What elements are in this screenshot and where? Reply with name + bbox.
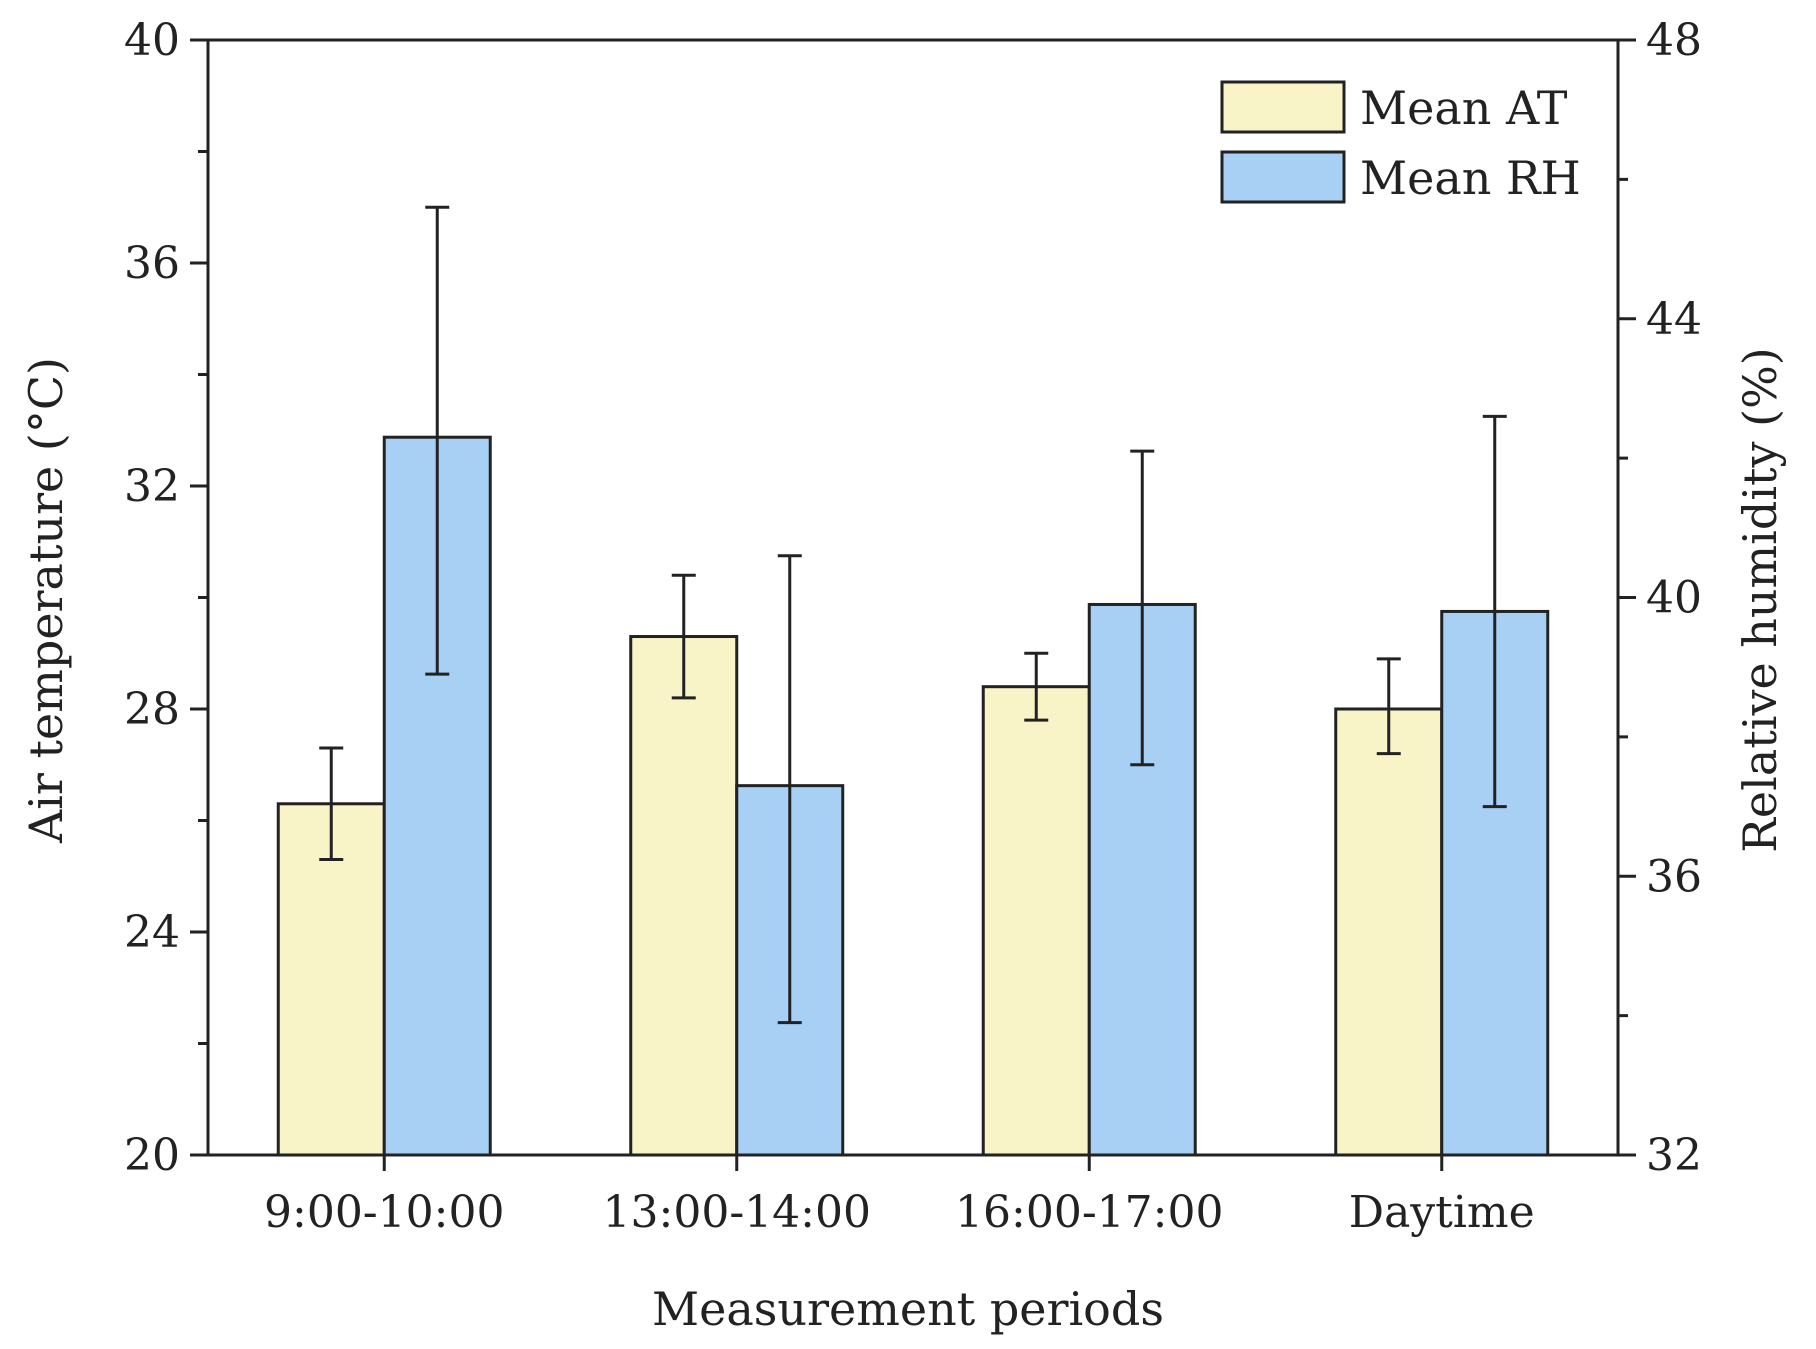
y-tick-label: 28 [124,684,180,735]
bar-mean-at-3 [1334,707,1444,1157]
y2-tick-label: 40 [1646,573,1702,624]
x-tick-label: 9:00-10:00 [264,1187,504,1238]
legend-swatch-1 [1220,150,1346,204]
y2-tick-label: 32 [1646,1130,1702,1181]
x-tick-label: Daytime [1349,1187,1535,1238]
x-tick-label: 13:00-14:00 [603,1187,871,1238]
legend-swatch-0 [1220,80,1346,134]
legend-label-0: Mean AT [1360,81,1568,135]
bar-mean-at-1 [629,635,739,1157]
y2-axis-title: Relative humidity (%) [1733,347,1787,852]
y-tick-label: 40 [124,15,180,66]
x-axis-title: Measurement periods [652,1282,1164,1336]
y-axis-title: Air temperature (°C) [19,357,73,844]
error-bars [319,205,1507,1025]
x-tick-label: 16:00-17:00 [955,1187,1223,1238]
legend: Mean AT Mean RH [1220,80,1581,205]
legend-label-1: Mean RH [1360,151,1581,205]
bar-mean-at-2 [981,685,1091,1157]
y-tick-label: 24 [124,907,180,958]
y-tick-label: 32 [124,461,180,512]
y-tick-label: 20 [124,1130,180,1181]
axis-ticks [190,38,1636,1171]
bars [276,435,1550,1157]
y-tick-label: 36 [124,238,180,289]
y2-tick-label: 44 [1646,294,1702,345]
y2-tick-label: 48 [1646,15,1702,66]
bar-mean-rh-3 [1440,609,1550,1157]
tick-labels: 20 24 28 32 36 40 32 36 40 44 48 9:00-10:00 13:00-14… [124,15,1702,1238]
y2-tick-label: 36 [1646,851,1702,902]
